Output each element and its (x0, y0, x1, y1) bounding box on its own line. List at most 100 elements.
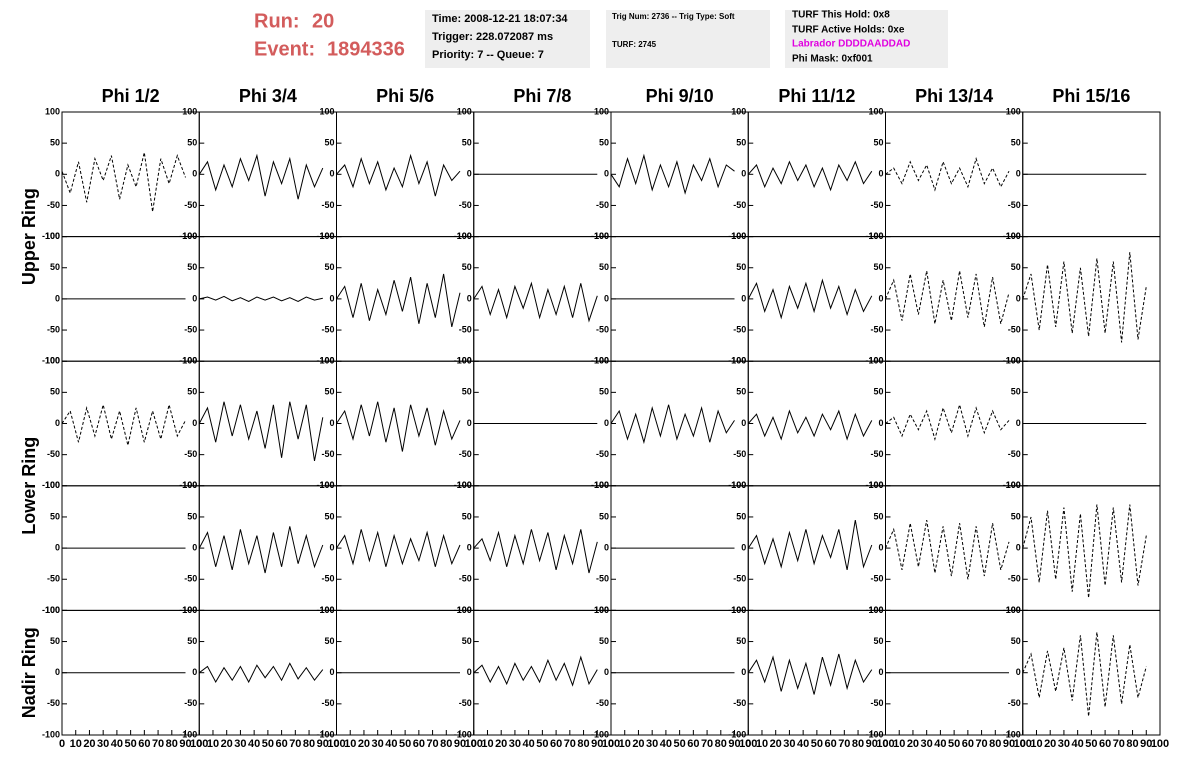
y-tick-label: 0 (192, 418, 197, 428)
x-tick-label: 40 (797, 738, 809, 750)
y-tick-label: 50 (462, 138, 472, 148)
y-tick-label: 50 (50, 138, 60, 148)
y-tick-label: 0 (192, 542, 197, 552)
x-tick-label: 90 (179, 738, 191, 750)
x-tick-label: 70 (975, 738, 987, 750)
x-tick-label: 70 (564, 738, 576, 750)
y-tick-label: -50 (870, 574, 883, 584)
y-tick-label: -50 (47, 449, 60, 459)
y-tick-label: 0 (467, 667, 472, 677)
waveform (473, 281, 598, 323)
y-tick-label: -50 (870, 324, 883, 334)
y-tick-label: 50 (599, 387, 609, 397)
info-text: Priority: 7 -- Queue: 7 (432, 49, 544, 61)
waveform (199, 295, 323, 302)
y-tick-label: 50 (462, 262, 472, 272)
y-tick-label: 0 (55, 542, 60, 552)
waveform (610, 153, 735, 195)
y-tick-label: -50 (870, 200, 883, 210)
y-tick-label: -100 (1003, 231, 1021, 241)
y-tick-label: 0 (878, 293, 883, 303)
y-tick-label: 100 (45, 356, 60, 366)
waveform (336, 273, 461, 328)
y-tick-label: -50 (321, 200, 334, 210)
x-tick-label: 0 (333, 738, 339, 750)
y-tick-label: -50 (47, 324, 60, 334)
waveform (885, 520, 1010, 580)
y-tick-label: 0 (192, 293, 197, 303)
x-tick-label: 30 (234, 738, 246, 750)
ring-label: Upper Ring (19, 188, 39, 285)
y-tick-label: -100 (454, 729, 472, 739)
y-tick-label: 50 (736, 387, 746, 397)
y-tick-label: 0 (467, 169, 472, 179)
x-tick-label: 50 (811, 738, 823, 750)
x-tick-label: 10 (481, 738, 493, 750)
y-tick-label: 0 (1016, 418, 1021, 428)
x-tick-label: 60 (824, 738, 836, 750)
y-tick-label: -100 (1003, 729, 1021, 739)
y-tick-label: 0 (55, 418, 60, 428)
panel-frame (747, 111, 886, 238)
y-tick-label: 100 (319, 605, 334, 615)
y-tick-label: 50 (187, 262, 197, 272)
y-tick-label: -50 (596, 200, 609, 210)
info-text: TURF: 2745 (612, 40, 657, 49)
y-tick-label: 0 (878, 667, 883, 677)
y-tick-label: 0 (55, 169, 60, 179)
y-tick-label: 0 (604, 169, 609, 179)
y-tick-label: 100 (457, 231, 472, 241)
x-tick-label: 10 (1030, 738, 1042, 750)
x-tick-label: 0 (59, 738, 65, 750)
waveform (1022, 632, 1147, 717)
y-tick-label: -50 (733, 574, 746, 584)
y-tick-label: 50 (50, 262, 60, 272)
panel-frame (747, 360, 886, 487)
panel-frame (610, 111, 749, 238)
x-tick-label: 0 (608, 738, 614, 750)
waveform (473, 529, 598, 574)
x-tick-label: 10 (207, 738, 219, 750)
x-tick-label: 40 (111, 738, 123, 750)
y-tick-label: -50 (47, 200, 60, 210)
y-tick-label: -100 (316, 480, 334, 490)
y-tick-label: -100 (179, 356, 197, 366)
panel-frame (610, 360, 749, 487)
y-tick-label: 100 (319, 231, 334, 241)
y-tick-label: -50 (459, 449, 472, 459)
y-tick-label: 50 (50, 387, 60, 397)
y-tick-label: 50 (736, 636, 746, 646)
y-tick-label: 100 (45, 106, 60, 116)
y-tick-label: -50 (47, 574, 60, 584)
y-tick-label: -50 (321, 574, 334, 584)
waveform (61, 152, 186, 212)
x-tick-label: 30 (97, 738, 109, 750)
y-tick-label: 0 (741, 418, 746, 428)
y-tick-label: 100 (319, 480, 334, 490)
x-tick-label: 90 (454, 738, 466, 750)
x-tick-label: 30 (783, 738, 795, 750)
x-tick-label: 60 (687, 738, 699, 750)
y-tick-label: -100 (865, 231, 883, 241)
y-tick-label: -50 (1008, 324, 1021, 334)
x-tick-label: 100 (739, 738, 757, 750)
ring-label: Nadir Ring (19, 627, 39, 718)
x-tick-label: 100 (876, 738, 894, 750)
y-tick-label: 0 (55, 667, 60, 677)
y-tick-label: 100 (868, 605, 883, 615)
y-tick-label: 0 (329, 169, 334, 179)
y-tick-label: 100 (182, 356, 197, 366)
info-text: TURF Active Holds: 0xe (792, 25, 905, 36)
column-title: Phi 9/10 (646, 86, 714, 106)
x-tick-label: 90 (317, 738, 329, 750)
y-tick-label: 50 (599, 636, 609, 646)
x-tick-label: 0 (882, 738, 888, 750)
x-tick-label: 100 (1014, 738, 1032, 750)
y-tick-label: -50 (870, 449, 883, 459)
y-tick-label: 0 (467, 418, 472, 428)
waveform (198, 662, 324, 684)
y-tick-label: 100 (182, 106, 197, 116)
y-tick-label: -50 (184, 324, 197, 334)
y-tick-label: -50 (870, 698, 883, 708)
waveform (1022, 504, 1147, 598)
